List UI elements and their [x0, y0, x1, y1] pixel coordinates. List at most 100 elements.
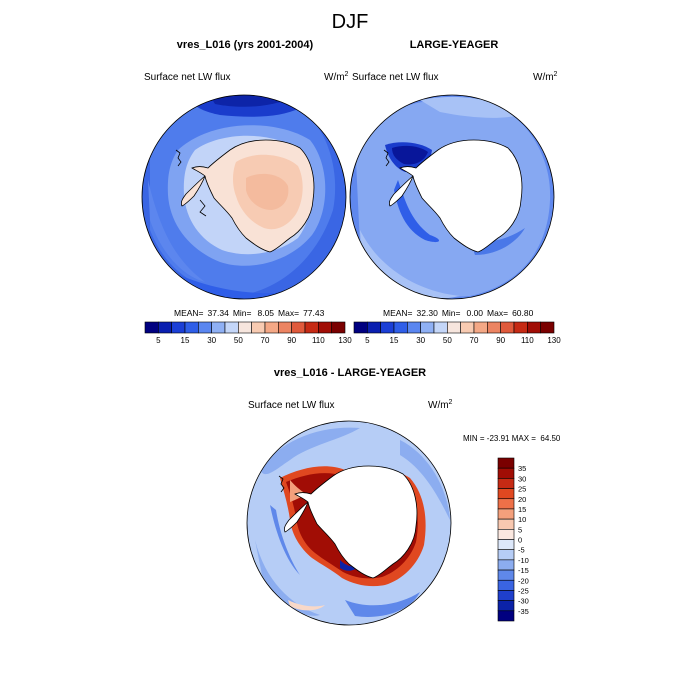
colorbar-swatch	[497, 529, 515, 540]
stats-line: MEAN= 32.30 Min= 0.00 Max= 60.80	[383, 308, 534, 318]
stats-line: MEAN= 37.34 Min= 8.05 Max= 77.43	[174, 308, 325, 318]
units-label: W/m2	[324, 71, 349, 83]
colorbar-swatch	[447, 321, 461, 334]
colorbar-tick-label: 110	[312, 336, 325, 345]
colorbar-tick-label: -35	[518, 607, 529, 616]
colorbar-tick-label: -30	[518, 597, 529, 606]
colorbar-swatch	[497, 539, 515, 550]
panel-obs: LARGE-YEAGER Surface net LW flux W/m2 ME…	[349, 39, 561, 345]
colorbar-swatch	[460, 321, 475, 334]
colorbar-model: 5 15 30 50 70 90 110 130	[144, 321, 352, 345]
colorbar-swatch	[497, 467, 515, 479]
colorbar-swatch	[184, 321, 199, 334]
colorbar-swatch	[540, 321, 555, 334]
colorbar-swatch	[393, 321, 408, 334]
colorbar-tick-label: 5	[365, 336, 370, 345]
colorbar-swatch	[331, 321, 346, 334]
colorbar-tick-label: -15	[518, 566, 529, 575]
variable-label: Surface net LW flux	[144, 72, 231, 83]
colorbar-tick-label: 50	[234, 336, 243, 345]
colorbar-swatch	[420, 321, 435, 334]
colorbar-swatch	[487, 321, 501, 334]
variable-label: Surface net LW flux	[352, 72, 439, 83]
colorbar-swatch	[497, 518, 515, 530]
colorbar-swatch	[497, 579, 515, 591]
colorbar-swatch	[158, 321, 172, 334]
colorbar-swatch	[264, 321, 279, 334]
colorbar-swatch	[367, 321, 381, 334]
panel-title: vres_L016 - LARGE-YEAGER	[274, 367, 426, 379]
colorbar-tick-label: 25	[518, 485, 526, 494]
colorbar-tick-label: 15	[518, 505, 526, 514]
colorbar-swatch	[497, 478, 515, 489]
colorbar-swatch	[497, 569, 515, 581]
colorbar-swatch	[433, 321, 448, 334]
colorbar-tick-label: 30	[416, 336, 425, 345]
colorbar-tick-label: -20	[518, 576, 529, 585]
colorbar-tick-label: 5	[518, 525, 522, 534]
colorbar-tick-label: 110	[521, 336, 534, 345]
colorbar-tick-label: 35	[518, 464, 526, 473]
colorbar-tick-label: 30	[518, 474, 526, 483]
colorbar-tick-label: 130	[338, 336, 352, 345]
colorbar-swatch	[291, 321, 306, 334]
colorbar-tick-label: 0	[518, 536, 522, 545]
colorbar-swatch	[473, 321, 488, 334]
colorbar-tick-label: 70	[261, 336, 270, 345]
colorbar-swatch	[224, 321, 239, 334]
colorbar-swatch	[513, 321, 528, 334]
colorbar-tick-label: 5	[156, 336, 161, 345]
colorbar-swatch	[211, 321, 226, 334]
colorbar-swatch	[238, 321, 252, 334]
map-field	[350, 95, 554, 299]
colorbar-swatch	[353, 321, 368, 334]
colorbar-swatch	[497, 559, 515, 571]
colorbar-tick-label: 70	[470, 336, 479, 345]
colorbar-tick-label: 15	[181, 336, 190, 345]
panel-title: LARGE-YEAGER	[410, 39, 499, 51]
colorbar-tick-label: -25	[518, 586, 529, 595]
colorbar-swatch	[278, 321, 292, 334]
colorbar-swatch	[198, 321, 212, 334]
map-field	[247, 421, 451, 625]
colorbar-swatch	[304, 321, 319, 334]
colorbar-swatch	[527, 321, 541, 334]
colorbar-swatch	[497, 508, 515, 520]
colorbar-swatch	[380, 321, 395, 334]
colorbar-swatch	[497, 549, 515, 561]
colorbar-tick-label: 90	[496, 336, 505, 345]
variable-label: Surface net LW flux	[248, 400, 335, 411]
colorbar-tick-label: 30	[207, 336, 216, 345]
colorbar-obs: 5 15 30 50 70 90 110 130	[353, 321, 561, 345]
colorbar-swatch	[497, 498, 515, 510]
figure-title: DJF	[332, 11, 369, 33]
colorbar-swatch	[500, 321, 515, 334]
colorbar-swatch	[497, 488, 515, 500]
colorbar-tick-label: 130	[547, 336, 561, 345]
panel-model: vres_L016 (yrs 2001-2004) Surface net LW…	[141, 39, 352, 345]
colorbar-tick-label: -5	[518, 546, 525, 555]
colorbar-tick-label: 10	[518, 515, 526, 524]
panel-title: vres_L016 (yrs 2001-2004)	[177, 39, 314, 51]
colorbar-swatch	[497, 457, 515, 469]
stats-line: MIN = -23.91 MAX = 64.50	[463, 434, 561, 443]
colorbar-swatch	[497, 600, 515, 612]
colorbar-swatch	[497, 590, 515, 601]
units-label: W/m2	[533, 71, 558, 83]
colorbar-swatch	[318, 321, 332, 334]
colorbar-swatch	[171, 321, 186, 334]
colorbar-swatch	[144, 321, 159, 334]
colorbar-tick-label: -10	[518, 556, 529, 565]
colorbar-tick-label: 50	[443, 336, 452, 345]
colorbar-tick-label: 20	[518, 495, 526, 504]
colorbar-tick-label: 15	[390, 336, 399, 345]
map-field	[142, 95, 346, 299]
panel-diff: vres_L016 - LARGE-YEAGER Surface net LW …	[246, 367, 561, 626]
units-label: W/m2	[428, 399, 453, 411]
colorbar-swatch	[497, 610, 515, 622]
colorbar-tick-label: 90	[287, 336, 296, 345]
colorbar-swatch	[251, 321, 266, 334]
colorbar-swatch	[407, 321, 421, 334]
